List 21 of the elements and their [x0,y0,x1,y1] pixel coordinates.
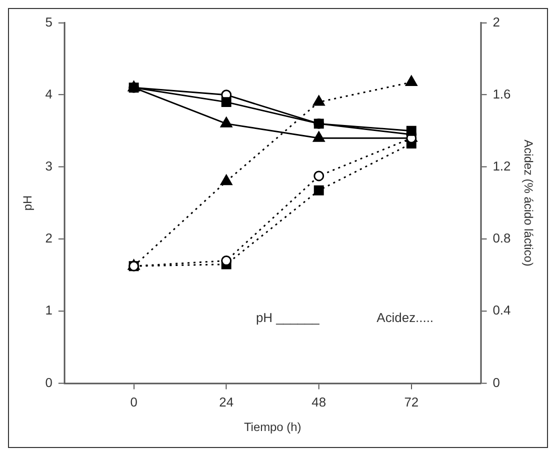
x-axis-title: Tiempo (h) [244,420,302,434]
y-tick-label: 3 [45,158,52,174]
y2-tick-label: 2 [492,14,500,30]
y2-tick-label: 0.4 [492,302,511,318]
y2-tick-label: 0 [492,374,500,390]
y2-tick-label: 1.6 [492,86,511,102]
y-tick-label: 4 [45,86,52,102]
x-tick-label: 24 [219,394,234,410]
y-tick-label: 1 [45,302,52,318]
y-tick-label: 2 [45,230,52,246]
x-tick-label: 72 [404,394,419,410]
x-tick-label: 48 [312,394,326,410]
y2-tick-label: 0.8 [492,230,511,246]
y-tick-label: 0 [45,374,52,390]
y2-tick-label: 1.2 [492,158,511,174]
annotation: Acidez..... [376,310,434,325]
annotation: pH ______ [256,310,320,325]
x-tick-label: 0 [130,394,138,410]
y-tick-label: 5 [45,14,52,30]
y-axis-title: pH [20,195,34,211]
y2-axis-title: Acidez (% ácido láctico) [522,140,536,266]
